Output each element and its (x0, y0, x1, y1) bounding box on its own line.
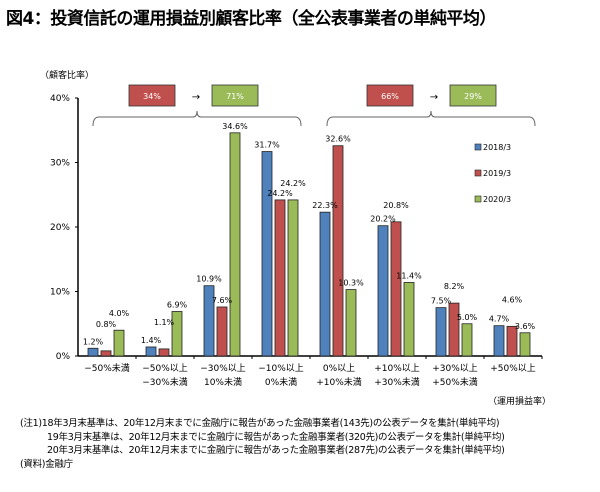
legend-swatch (474, 195, 482, 203)
data-label: 7.5% (431, 297, 452, 306)
data-label: 32.6% (325, 135, 351, 144)
data-label: 4.6% (502, 295, 523, 304)
x-tick-label: +10%未満 (316, 376, 362, 388)
data-label: 1.1% (154, 318, 175, 327)
chart-title: 図4：投資信託の運用損益別顧客比率（全公表事業者の単純平均） (6, 9, 496, 29)
data-label: 34.6% (222, 122, 248, 131)
bar-2018/3 (261, 151, 273, 357)
bar-2020/3 (229, 132, 241, 357)
bar-2019/3 (216, 306, 228, 357)
data-label: 1.2% (83, 337, 104, 346)
data-label: 4.7% (489, 315, 510, 324)
data-label: 11.4% (396, 271, 422, 280)
bar-2019/3 (158, 348, 170, 357)
annotation-to-box (211, 84, 259, 107)
y-axis-title: （顧客比率） (40, 69, 94, 81)
legend-label: 2019/3 (483, 169, 511, 178)
bar-2020/3 (519, 332, 531, 357)
data-label: 8.2% (444, 282, 465, 291)
data-label: 20.2% (370, 215, 396, 224)
note-3: 20年3月末基準は、20年12月末までに金融庁に報告があった金融事業者(287先… (47, 445, 505, 456)
y-tick-label: 40% (50, 94, 70, 104)
data-label: 20.8% (383, 201, 409, 210)
x-tick-label: +50%以上 (490, 363, 536, 374)
x-tick-label: +30%未満 (374, 376, 420, 388)
bar-2019/3 (332, 145, 344, 357)
x-tick-label: +30%以上 (432, 363, 478, 374)
bar-2018/3 (435, 307, 447, 357)
x-tick-label: +50%未満 (432, 376, 478, 388)
note-2: 19年3月末基準は、20年12月末までに金融庁に報告があった金融事業者(320先… (47, 431, 505, 443)
annotation-to-label: 71% (226, 92, 244, 101)
arrow-icon: → (430, 92, 438, 103)
x-tick-label: −50%以上 (142, 363, 188, 374)
legend-label: 2018/3 (483, 143, 511, 152)
legend-swatch (474, 169, 482, 177)
x-tick-label: 0%未満 (265, 376, 297, 388)
data-label: 0.8% (96, 320, 117, 329)
data-label: 22.3% (312, 201, 338, 210)
data-label: 24.2% (267, 189, 293, 198)
brace (92, 110, 302, 127)
bar-2020/3 (287, 199, 299, 357)
bar-2018/3 (145, 346, 157, 357)
y-tick-label: 0% (56, 352, 71, 362)
x-axis-title: （運用損益率） (488, 395, 551, 407)
bar-2018/3 (493, 325, 505, 357)
annotation-to-label: 29% (464, 92, 482, 101)
data-label: 10.9% (196, 275, 222, 284)
bar-2019/3 (274, 199, 286, 357)
footnotes: (注1)18年3月末基準は、20年12月末までに金融庁に報告があった金融事業者(… (20, 417, 505, 471)
annotation-from-box (128, 84, 176, 107)
arrow-icon: → (192, 92, 200, 103)
data-label: 24.2% (280, 179, 306, 188)
x-tick-label: 0%以上 (323, 363, 355, 374)
annotation-from-box (366, 84, 414, 107)
bar-2020/3 (113, 329, 125, 357)
data-label: 10.3% (338, 279, 364, 288)
note-1: (注1)18年3月末基準は、20年12月末までに金融庁に報告があった金融事業者(… (20, 418, 500, 429)
data-label: 6.9% (167, 300, 188, 309)
annotation-from-label: 66% (381, 92, 399, 101)
data-label: 3.6% (515, 322, 536, 331)
data-label: 7.6% (212, 296, 233, 305)
bar-2018/3 (377, 225, 389, 357)
bar-chart: （顧客比率） （運用損益率） 0% 10% 20% 30% 40% −50%未満 1.2% 0.8… (40, 69, 551, 407)
x-tick-label: −30%以上 (200, 363, 246, 374)
y-tick-label: 30% (50, 159, 70, 169)
annotation-to-box (449, 84, 497, 107)
bar-2018/3 (319, 211, 331, 357)
x-tick-label: −10%以上 (258, 363, 304, 374)
y-tick-label: 20% (50, 223, 70, 233)
bar-2019/3 (448, 302, 460, 357)
bar-2018/3 (87, 347, 99, 357)
x-tick-label: 10%未満 (204, 376, 242, 388)
annotation-from-label: 34% (143, 92, 161, 101)
bar-2020/3 (461, 323, 473, 357)
data-label: 1.4% (141, 336, 162, 345)
y-tick-label: 10% (50, 288, 70, 298)
bar-2019/3 (100, 350, 112, 357)
bar-2019/3 (390, 221, 402, 357)
bar-2018/3 (203, 285, 215, 357)
bar-2020/3 (403, 282, 415, 357)
legend-label: 2020/3 (483, 195, 511, 204)
bar-2019/3 (506, 325, 518, 357)
data-label: 5.0% (457, 313, 478, 322)
x-tick-label: +10%以上 (374, 363, 420, 374)
x-tick-label: −50%未満 (84, 362, 130, 374)
source-note: (資料)金融庁 (20, 458, 73, 470)
x-tick-label: −30%未満 (142, 376, 188, 388)
bar-2020/3 (345, 289, 357, 357)
data-label: 31.7% (254, 141, 280, 150)
bar-2020/3 (171, 311, 183, 357)
data-label: 4.0% (109, 309, 130, 318)
legend-swatch (474, 143, 482, 151)
brace (326, 110, 536, 127)
